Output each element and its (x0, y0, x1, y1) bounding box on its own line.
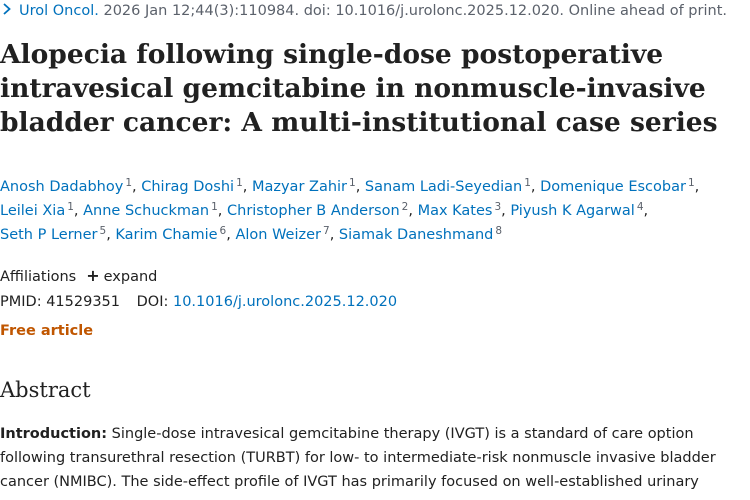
author-item: Piyush K Agarwal 4 (510, 201, 644, 219)
identifiers-row: PMID: 41529351 DOI: 10.1016/j.urolonc.20… (0, 294, 397, 310)
affiliation-ref[interactable]: 6 (219, 225, 227, 237)
pmid-label: PMID: (0, 294, 42, 310)
expand-affiliations-button[interactable]: expand (103, 269, 158, 285)
author-link[interactable]: Max Kates (417, 203, 493, 219)
citation-line: Urol Oncol. 2026 Jan 12;44(3):110984. do… (0, 2, 727, 19)
affiliation-ref[interactable]: 1 (125, 177, 133, 189)
abstract-section-label: Introduction: (0, 426, 108, 442)
journal-name-button[interactable]: Urol Oncol. (19, 3, 99, 19)
author-link[interactable]: Domenique Escobar (540, 179, 686, 195)
affiliation-ref[interactable]: 1 (687, 177, 695, 189)
pmid-value: 41529351 (46, 294, 121, 310)
plus-icon[interactable]: + (86, 266, 100, 285)
author-link[interactable]: Alon Weizer (235, 227, 322, 243)
doi-link[interactable]: 10.1016/j.urolonc.2025.12.020 (172, 294, 398, 310)
citation-details: 2026 Jan 12;44(3):110984. doi: 10.1016/j… (103, 3, 727, 19)
author-link[interactable]: Chirag Doshi (141, 179, 235, 195)
author-item: Alon Weizer 7 (235, 225, 330, 243)
affiliations-row: Affiliations + expand (0, 266, 157, 285)
author-link[interactable]: Siamak Daneshmand (338, 227, 494, 243)
affiliation-ref[interactable]: 2 (401, 201, 409, 213)
author-item: Christopher B Anderson 2 (227, 201, 409, 219)
author-link[interactable]: Sanam Ladi-Seyedian (364, 179, 523, 195)
affiliation-ref[interactable]: 5 (99, 225, 107, 237)
affiliation-ref[interactable]: 1 (349, 177, 356, 189)
author-item: Domenique Escobar 1 (540, 177, 695, 195)
author-link[interactable]: Mazyar Zahir (251, 179, 348, 195)
author-link[interactable]: Anne Schuckman (83, 203, 210, 219)
free-article-badge: Free article (0, 323, 94, 339)
author-item: Max Kates 3 (417, 201, 502, 219)
affiliation-ref[interactable]: 4 (636, 201, 644, 213)
chevron-right-icon[interactable] (0, 2, 14, 16)
abstract-paragraph: Introduction: Single-dose intravesical g… (0, 422, 745, 494)
author-item: Sanam Ladi-Seyedian 1 (364, 177, 531, 195)
author-list: Anosh Dadabhoy 1, Chirag Doshi 1, Mazyar Z… (0, 177, 700, 243)
affiliation-ref[interactable]: 8 (495, 225, 503, 237)
author-link[interactable]: Karim Chamie (115, 227, 218, 243)
author-item: Chirag Doshi 1 (141, 177, 243, 195)
author-item: Mazyar Zahir 1 (251, 177, 356, 195)
author-link[interactable]: Piyush K Agarwal (510, 203, 635, 219)
author-item: Seth P Lerner 5 (0, 225, 107, 243)
author-item: Anne Schuckman 1 (83, 201, 218, 219)
author-item: Siamak Daneshmand 8 (338, 225, 503, 243)
affiliation-ref[interactable]: 7 (323, 225, 330, 237)
affiliation-ref[interactable]: 1 (211, 201, 218, 213)
author-item: Leilei Xia 1 (0, 201, 74, 219)
abstract-heading: Abstract (0, 378, 91, 402)
article-title: Alopecia following single-dose postopera… (0, 39, 718, 138)
doi-label: DOI: (136, 294, 169, 310)
affiliation-ref[interactable]: 1 (236, 177, 243, 189)
author-item: Karim Chamie 6 (115, 225, 227, 243)
affiliation-ref[interactable]: 1 (524, 177, 531, 189)
author-link[interactable]: Anosh Dadabhoy (0, 179, 124, 195)
abstract-section-text: Single-dose intravesical gemcitabine the… (0, 426, 716, 490)
affiliations-label: Affiliations (0, 269, 77, 285)
author-link[interactable]: Seth P Lerner (0, 227, 98, 243)
author-link[interactable]: Christopher B Anderson (227, 203, 400, 219)
affiliation-ref[interactable]: 1 (67, 201, 74, 213)
author-item: Anosh Dadabhoy 1 (0, 177, 133, 195)
affiliation-ref[interactable]: 3 (494, 201, 502, 213)
author-link[interactable]: Leilei Xia (0, 203, 66, 219)
